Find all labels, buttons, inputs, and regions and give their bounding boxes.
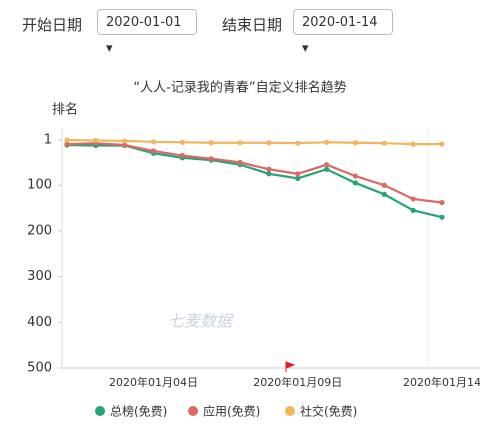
series-line xyxy=(66,142,443,204)
watermark: 七麦数据 xyxy=(168,312,234,331)
legend-swatch xyxy=(95,406,105,416)
series-line xyxy=(66,143,443,219)
data-point xyxy=(64,141,70,147)
data-point xyxy=(352,173,359,179)
data-point xyxy=(324,139,330,145)
data-point xyxy=(64,137,70,143)
legend-label: 总榜(免费) xyxy=(110,404,167,419)
y-tick-label: 400 xyxy=(27,315,52,330)
legend-swatch xyxy=(285,406,295,416)
y-tick-label: 200 xyxy=(27,223,52,238)
data-point xyxy=(237,140,243,146)
data-point xyxy=(410,196,416,202)
data-point xyxy=(352,180,359,186)
data-point xyxy=(381,182,387,188)
data-point xyxy=(295,140,301,146)
y-axis-label: 排名 xyxy=(52,102,78,118)
end-label: 结束日期 xyxy=(222,16,283,34)
data-point xyxy=(324,162,330,168)
data-point xyxy=(295,175,301,181)
data-point xyxy=(381,191,387,197)
legend-label: 应用(免费) xyxy=(203,404,260,419)
data-point xyxy=(439,214,445,220)
end-select[interactable]: 2020-01-14 ▾ xyxy=(293,9,393,56)
data-point xyxy=(208,140,214,146)
x-tick-label: 2020年01月04日 xyxy=(109,375,198,389)
data-point xyxy=(266,171,272,177)
legend-swatch xyxy=(188,406,198,416)
data-point xyxy=(122,138,128,144)
data-point xyxy=(410,141,416,147)
x-tick-label: 2020年01月09日 xyxy=(253,375,342,389)
data-point xyxy=(410,207,416,213)
data-point xyxy=(179,139,185,145)
data-point xyxy=(295,171,301,177)
legend-label: 社交(免费) xyxy=(300,404,357,419)
data-point xyxy=(122,142,128,148)
data-point xyxy=(150,139,157,145)
data-point xyxy=(93,137,99,144)
data-point xyxy=(266,166,272,172)
x-tick-label: 2020年01月14 xyxy=(403,375,480,389)
data-point xyxy=(150,148,157,154)
y-tick-label: 500 xyxy=(27,361,52,376)
data-point xyxy=(439,199,445,206)
data-point xyxy=(208,156,214,162)
data-point xyxy=(324,166,330,172)
data-point xyxy=(439,141,445,147)
chart-title: “人人-记录我的青春”自定义排名趋势 xyxy=(133,80,346,96)
data-point xyxy=(266,140,272,146)
y-tick-label: 100 xyxy=(27,178,52,193)
data-point xyxy=(352,140,359,146)
data-point xyxy=(237,159,243,165)
data-point xyxy=(179,152,185,159)
start-select[interactable]: 2020-01-01 ▾ xyxy=(97,9,197,56)
y-tick-label: 1 xyxy=(44,133,52,148)
data-point xyxy=(381,140,387,146)
series-line xyxy=(66,138,442,146)
flag-marker xyxy=(285,361,296,372)
y-tick-label: 300 xyxy=(27,269,52,284)
start-label: 开始日期 xyxy=(22,16,83,34)
